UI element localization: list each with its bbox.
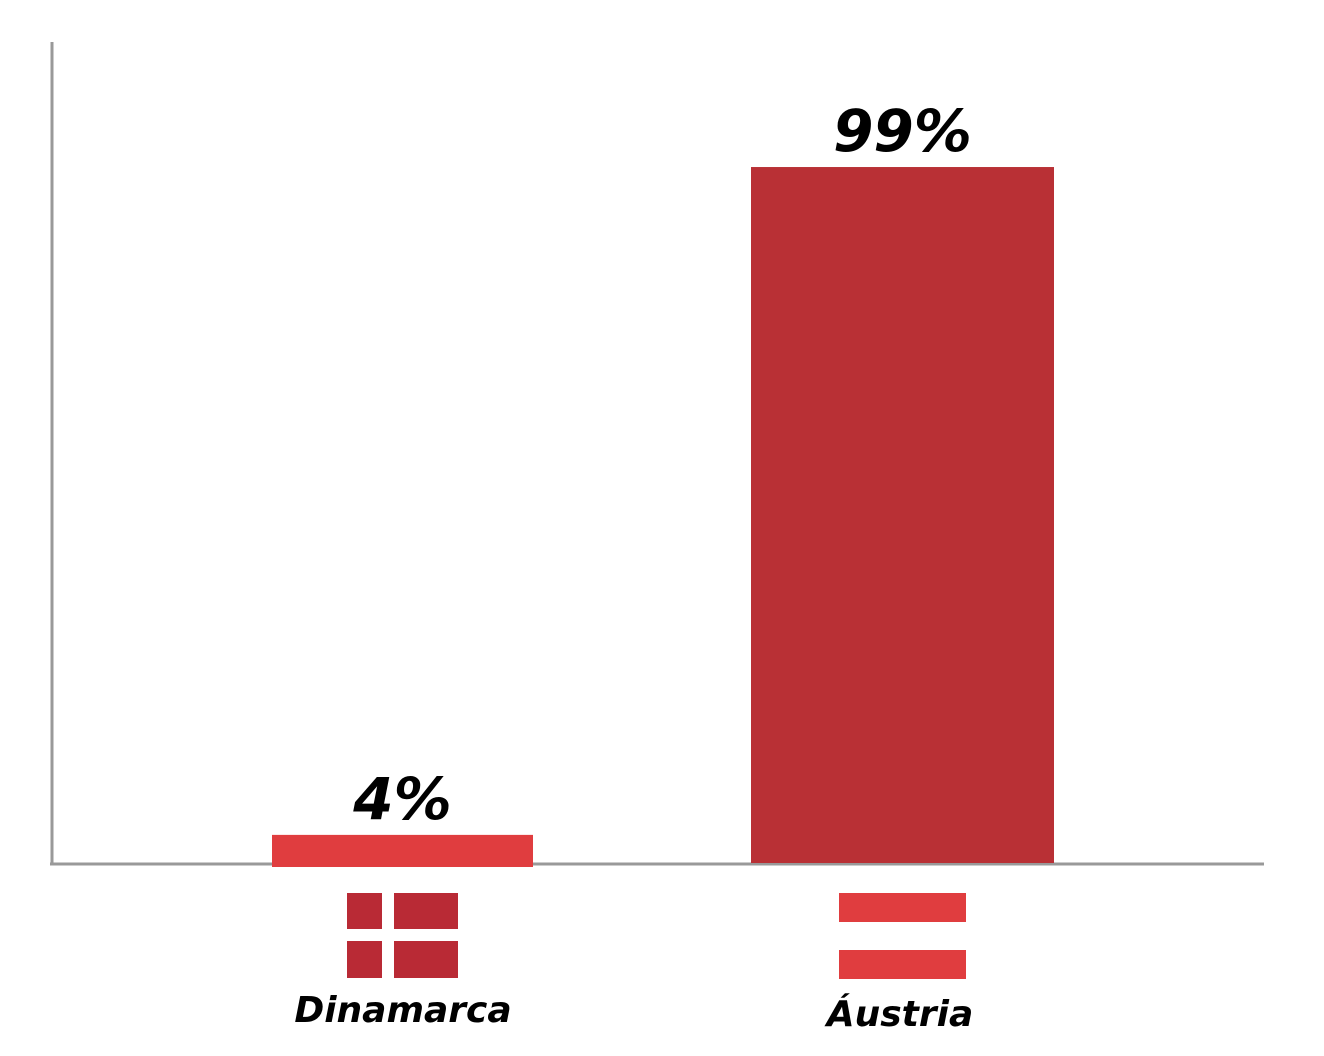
bar-dinamarca (272, 834, 533, 867)
category-label-dinamarca: Dinamarca (294, 990, 511, 1031)
value-label-austria: 99% (833, 97, 972, 165)
denmark-flag-icon (347, 893, 458, 978)
category-label-austria: Áustria (824, 993, 974, 1035)
austria-flag-icon (839, 893, 966, 979)
value-label-dinamarca: 4% (352, 765, 451, 833)
bar-austria (751, 167, 1054, 863)
